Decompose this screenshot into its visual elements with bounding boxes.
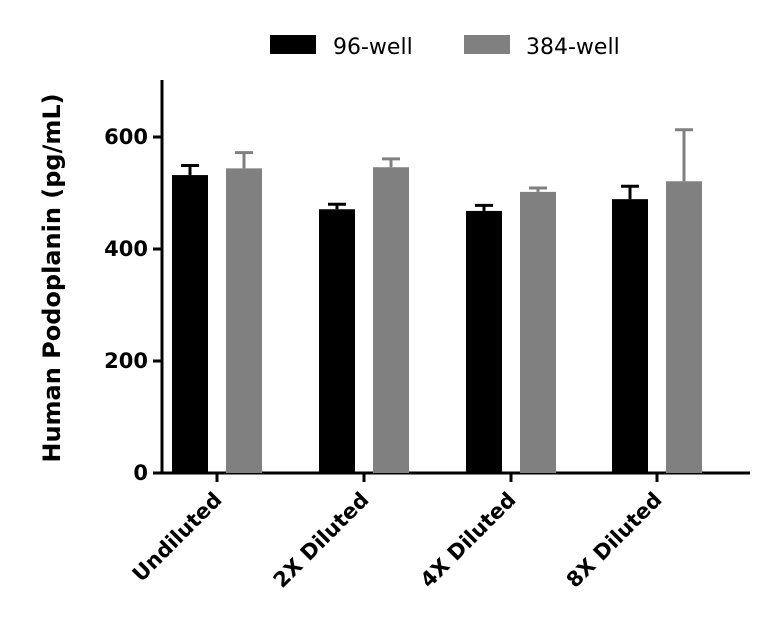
bar-96-well-4x-diluted bbox=[466, 210, 502, 474]
bar-384-well-2x-diluted bbox=[373, 167, 409, 474]
y-axis-label: Human Podoplanin (pg/mL) bbox=[38, 93, 66, 462]
plot-area: 0 200 400 600 Undiluted 2X Diluted 4X Diluted 8… bbox=[104, 80, 750, 592]
bar-96-well-undiluted bbox=[172, 175, 208, 473]
legend-label-384-well: 384-well bbox=[526, 35, 620, 60]
x-tick-label: 2X Diluted bbox=[269, 488, 374, 593]
x-tick-label: 4X Diluted bbox=[416, 488, 521, 593]
x-tick-label: 8X Diluted bbox=[562, 488, 667, 593]
x-tick-label: Undiluted bbox=[128, 488, 227, 587]
legend-swatch-384-well bbox=[464, 35, 510, 54]
bar-96-well-8x-diluted bbox=[612, 199, 648, 473]
bar-384-well-4x-diluted bbox=[520, 191, 556, 473]
y-tick-label: 200 bbox=[104, 349, 148, 373]
legend-label-96-well: 96-well bbox=[333, 35, 413, 60]
y-tick-label: 600 bbox=[104, 125, 148, 149]
legend-swatch-96-well bbox=[270, 35, 316, 54]
bar-96-well-2x-diluted bbox=[319, 209, 355, 474]
bar-384-well-8x-diluted bbox=[666, 181, 702, 474]
y-tick-label: 0 bbox=[133, 461, 148, 485]
legend: 96-well 384-well bbox=[270, 35, 620, 60]
y-tick-label: 400 bbox=[104, 237, 148, 261]
bar-384-well-undiluted bbox=[226, 168, 262, 474]
